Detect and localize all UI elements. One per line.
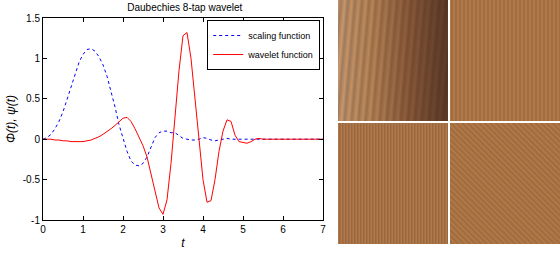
svg-text:4: 4 (200, 224, 206, 235)
svg-text:-0.5: -0.5 (23, 174, 41, 185)
svg-text:5: 5 (240, 224, 246, 235)
svg-text:1: 1 (34, 53, 40, 64)
svg-text:1.5: 1.5 (26, 13, 40, 24)
svg-text:-1: -1 (31, 215, 40, 226)
svg-text:t: t (181, 236, 185, 250)
svg-text:0: 0 (40, 224, 46, 235)
svg-text:1: 1 (80, 224, 86, 235)
svg-text:Φ(t), ψ(t): Φ(t), ψ(t) (4, 95, 18, 143)
svg-text:0.5: 0.5 (26, 93, 40, 104)
svg-text:2: 2 (120, 224, 126, 235)
svg-text:scaling function: scaling function (248, 31, 310, 41)
svg-text:wavelet function: wavelet function (247, 50, 313, 60)
svg-text:0: 0 (34, 134, 40, 145)
svg-text:6: 6 (280, 224, 286, 235)
svg-text:Daubechies 8-tap wavelet: Daubechies 8-tap wavelet (127, 2, 242, 13)
svg-text:7: 7 (320, 224, 326, 235)
svg-text:3: 3 (160, 224, 166, 235)
